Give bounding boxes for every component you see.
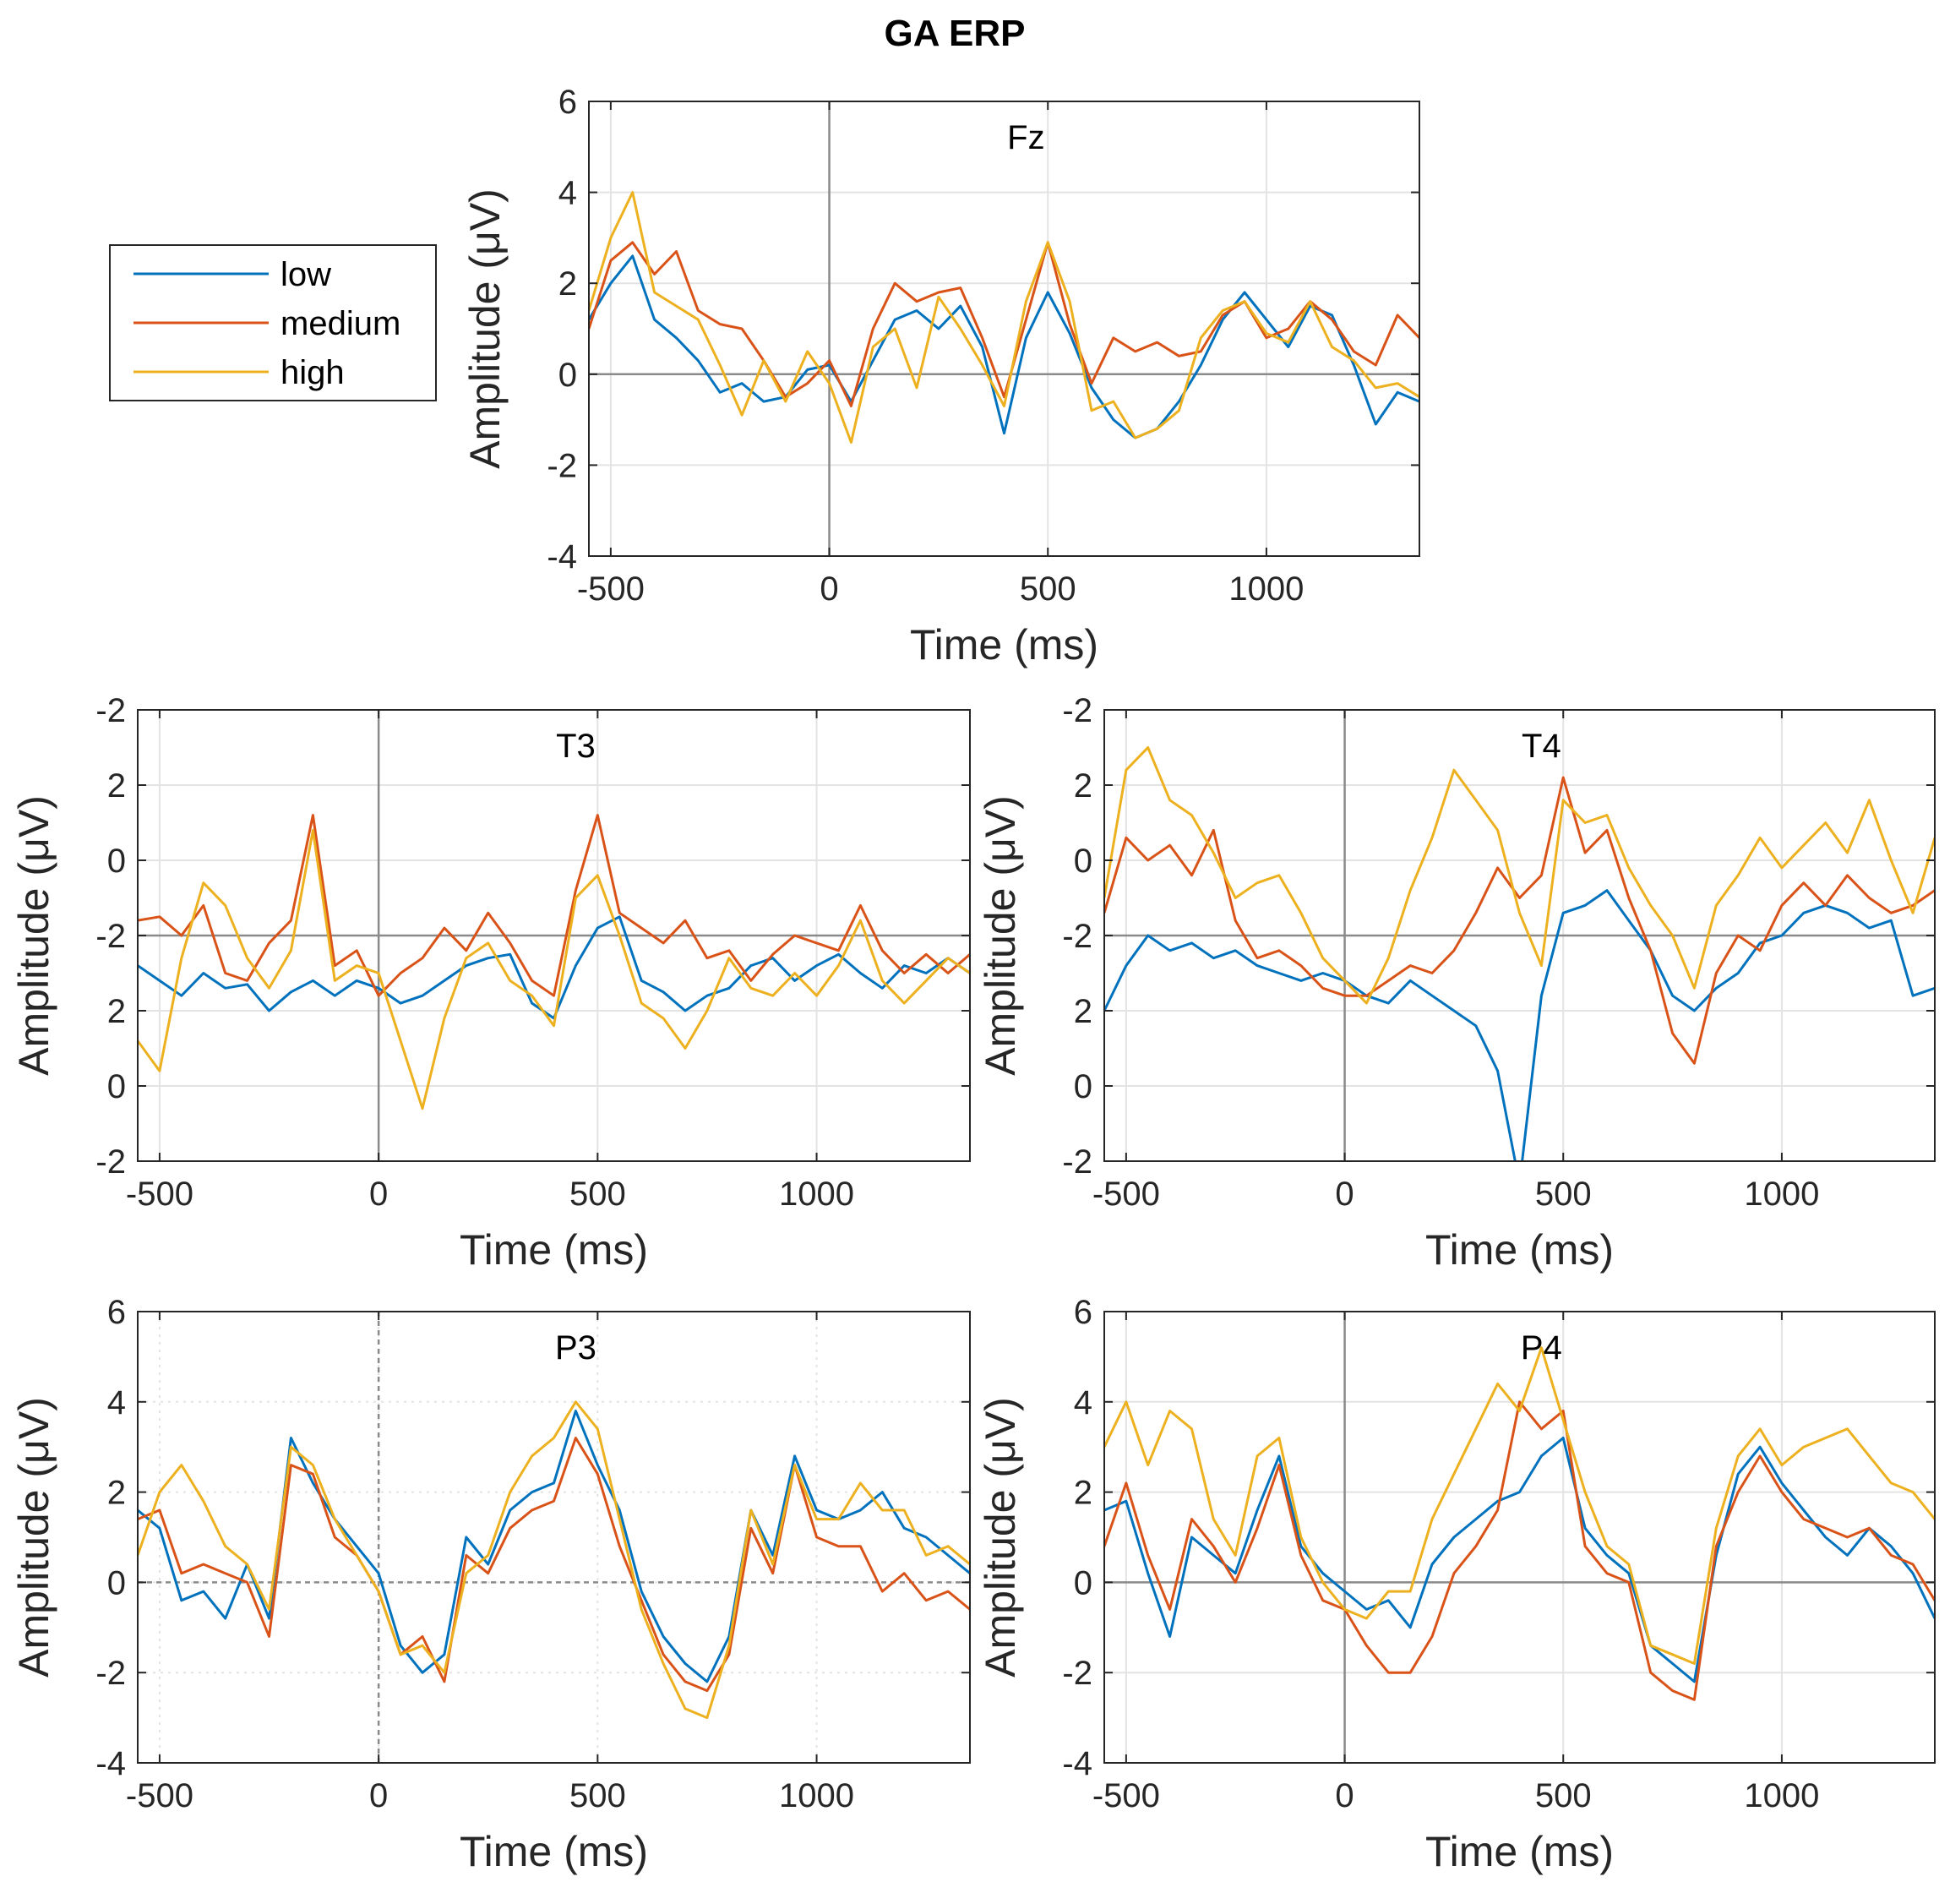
x-tick-label: 500 (1020, 570, 1076, 608)
x-tick-label: 500 (1535, 1176, 1592, 1213)
channel-label: Fz (1007, 119, 1044, 156)
x-tick-label: 1000 (1744, 1176, 1819, 1213)
series-line-low (1104, 1437, 1935, 1683)
y-tick-label: 6 (107, 1294, 126, 1331)
y-tick-label: 0 (1074, 1564, 1092, 1601)
x-tick-label: -500 (1092, 1777, 1160, 1814)
y-tick-label: 2 (107, 993, 126, 1030)
y-axis-label: Amplitude (μV) (461, 188, 509, 469)
plot-area (138, 1312, 970, 1763)
y-tick-label: 2 (1074, 767, 1092, 805)
y-tick-label: 4 (558, 175, 577, 212)
series-line-low (138, 915, 970, 1020)
y-tick-label: -4 (1062, 1745, 1092, 1782)
x-axis-label: Time (ms) (1425, 1226, 1614, 1274)
x-tick-label: -500 (126, 1176, 193, 1213)
y-tick-label: 6 (1074, 1294, 1092, 1331)
y-tick-label: 0 (1074, 1068, 1092, 1105)
axes-box (137, 1311, 971, 1764)
y-tick-label: 2 (1074, 1475, 1092, 1512)
y-tick-label: -2 (95, 1655, 126, 1692)
y-tick-label: -2 (1062, 1143, 1092, 1181)
x-tick-label: 0 (820, 570, 838, 608)
y-axis-label: Amplitude (μV) (977, 1397, 1024, 1678)
axes-box (588, 101, 1420, 557)
x-tick-label: 1000 (1744, 1777, 1819, 1814)
series-line-high (138, 1400, 970, 1720)
x-tick-label: 1000 (779, 1176, 854, 1213)
x-tick-label: 1000 (779, 1777, 854, 1814)
panel-p3: -500 0 500 1000 -4 -2 0 2 4 6 Time (ms) Amplitude (… (10, 1294, 971, 1875)
series-line-medium (1104, 776, 1935, 1065)
y-tick-label: 0 (558, 357, 577, 394)
series-line-high (589, 191, 1419, 444)
x-tick-label: 1000 (1228, 570, 1304, 608)
y-tick-label: 6 (558, 84, 577, 121)
x-tick-label: 500 (569, 1176, 626, 1213)
y-tick-label: -4 (95, 1745, 126, 1782)
series-line-low (589, 254, 1419, 439)
x-tick-label: 500 (1535, 1777, 1592, 1814)
series-line-medium (589, 241, 1419, 407)
channel-label: T4 (1522, 728, 1561, 765)
x-tick-label: -500 (1092, 1176, 1160, 1213)
series-line-medium (138, 814, 970, 997)
series-line-medium (1104, 1400, 1935, 1701)
y-tick-label: 2 (107, 1475, 126, 1512)
x-tick-label: 0 (1335, 1777, 1354, 1814)
y-tick-label: 0 (107, 1564, 126, 1601)
channel-label: P4 (1521, 1329, 1562, 1367)
x-axis-label: Time (ms) (460, 1828, 648, 1875)
y-tick-label: -2 (547, 447, 577, 484)
y-tick-label: 0 (1074, 843, 1092, 880)
plot-area (1104, 1312, 1935, 1763)
channel-label: T3 (556, 728, 596, 765)
x-tick-label: 500 (569, 1777, 626, 1814)
series-line-medium (138, 1437, 970, 1693)
y-tick-label: -2 (95, 1143, 126, 1181)
panel-fz: -500 0 500 1000 -4 -2 0 2 4 6 Time (ms) Amplitude (… (461, 84, 1420, 668)
panel-t4: -500 0 500 1000 -2 0 2 -2 0 2 -2 Time (ms) Amplitude… (977, 692, 1936, 1274)
series-line-low (1104, 889, 1935, 1161)
series-line-high (138, 828, 970, 1110)
legend-label-high: high (281, 354, 345, 391)
y-axis-label: Amplitude (μV) (10, 795, 57, 1076)
x-axis-label: Time (ms) (1425, 1828, 1614, 1875)
panel-t3: -500 0 500 1000 -2 0 2 -2 0 2 -2 Time (ms) Amplitude… (10, 692, 971, 1274)
x-tick-label: 0 (369, 1777, 388, 1814)
panel-p4: -500 0 500 1000 -4 -2 0 2 4 6 Time (ms) Amplitude (… (977, 1294, 1936, 1875)
y-axis-label: Amplitude (μV) (977, 795, 1024, 1076)
y-tick-label: 0 (107, 1068, 126, 1105)
series-line-high (1104, 1346, 1935, 1665)
y-tick-label: 2 (1074, 993, 1092, 1030)
plot-area (589, 101, 1419, 556)
y-tick-label: 4 (1074, 1384, 1092, 1421)
y-tick-label: 4 (107, 1384, 126, 1421)
y-tick-label: -4 (547, 538, 577, 576)
x-axis-label: Time (ms) (910, 621, 1098, 668)
y-tick-label: 2 (558, 265, 577, 303)
legend: low medium high (109, 244, 437, 401)
y-tick-label: -2 (95, 692, 126, 729)
legend-label-low: low (281, 256, 331, 293)
axes-box (1103, 1311, 1936, 1764)
y-tick-label: 0 (107, 843, 126, 880)
x-axis-label: Time (ms) (460, 1226, 648, 1274)
y-tick-label: -2 (1062, 1655, 1092, 1692)
channel-label: P3 (555, 1329, 596, 1367)
x-tick-label: 0 (369, 1176, 388, 1213)
y-tick-label: -2 (1062, 692, 1092, 729)
y-tick-label: -2 (95, 918, 126, 955)
legend-label-medium: medium (281, 305, 400, 342)
x-tick-label: -500 (577, 570, 645, 608)
y-axis-label: Amplitude (μV) (10, 1397, 57, 1678)
series-line-high (1104, 746, 1935, 1005)
figure-title: GA ERP (884, 13, 1025, 54)
x-tick-label: 0 (1335, 1176, 1354, 1213)
y-tick-label: 2 (107, 767, 126, 805)
x-tick-label: -500 (126, 1777, 193, 1814)
y-tick-label: -2 (1062, 918, 1092, 955)
